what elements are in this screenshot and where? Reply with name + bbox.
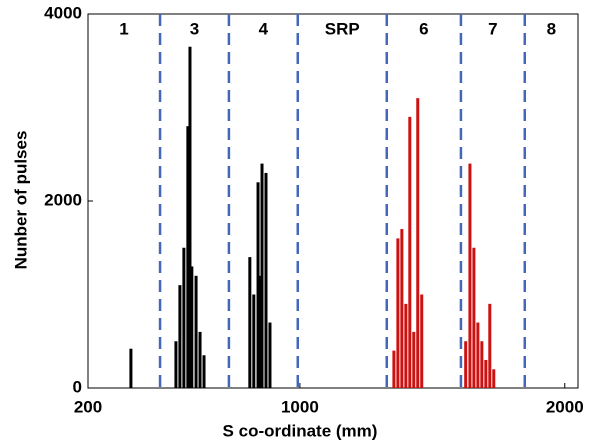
x-axis-label: S co-ordinate (mm) [223, 421, 378, 440]
y-tick-label: 4000 [44, 3, 82, 22]
plot-frame [87, 13, 579, 389]
bar [468, 163, 472, 388]
bar [258, 275, 262, 388]
bar [488, 303, 492, 388]
y-tick-label: 2000 [44, 190, 82, 209]
bar [202, 355, 206, 388]
bar [472, 247, 476, 388]
bar [256, 182, 260, 388]
bar [492, 369, 496, 388]
bar [404, 303, 408, 388]
bar [252, 294, 256, 388]
bar [260, 163, 264, 388]
bar [420, 294, 424, 388]
bar [186, 126, 190, 388]
bar [412, 331, 416, 388]
zone-label: 8 [547, 19, 556, 38]
bar [178, 285, 182, 388]
bar [476, 322, 480, 388]
zone-label: 1 [119, 19, 128, 38]
bar [248, 257, 252, 388]
bar [396, 238, 400, 388]
y-axis-label: Nunber of pulses [11, 131, 30, 270]
zone-label: SRP [325, 19, 360, 38]
bar [480, 341, 484, 388]
bar [268, 322, 272, 388]
bar [416, 98, 420, 389]
x-tick-label: 1000 [281, 397, 319, 416]
x-tick-label: 2000 [546, 397, 584, 416]
bar [484, 359, 488, 388]
bar [174, 341, 178, 388]
x-tick-label: 200 [74, 397, 102, 416]
bar [190, 266, 194, 388]
zone-label: 7 [488, 19, 497, 38]
bar [182, 247, 186, 388]
bar [392, 350, 396, 388]
y-tick-label: 0 [73, 377, 82, 396]
bar [129, 348, 133, 388]
zone-label: 4 [259, 19, 269, 38]
bar [464, 341, 468, 388]
bar [408, 116, 412, 388]
zone-label: 6 [419, 19, 428, 38]
bar [400, 229, 404, 388]
bar [198, 331, 202, 388]
bar [194, 275, 198, 388]
zone-label: 3 [190, 19, 199, 38]
bar [188, 46, 192, 388]
bar [264, 172, 268, 388]
